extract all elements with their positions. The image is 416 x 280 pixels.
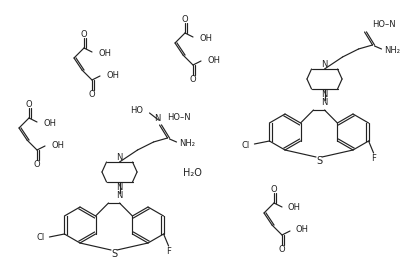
Text: N: N (321, 90, 328, 99)
Text: HO–N: HO–N (372, 20, 396, 29)
Text: N: N (154, 113, 161, 123)
Text: O: O (182, 15, 188, 24)
Text: Cl: Cl (241, 141, 250, 150)
Text: Cl: Cl (36, 234, 45, 242)
Text: HO–N: HO–N (168, 113, 191, 122)
Text: OH: OH (199, 34, 212, 43)
Text: HO: HO (131, 106, 144, 115)
Text: OH: OH (51, 141, 64, 150)
Text: F: F (166, 246, 171, 256)
Text: NH₂: NH₂ (180, 139, 196, 148)
Text: O: O (81, 29, 87, 39)
Text: O: O (34, 160, 40, 169)
Text: S: S (316, 156, 322, 166)
Text: S: S (111, 249, 117, 259)
Text: NH₂: NH₂ (384, 46, 401, 55)
Text: F: F (371, 153, 376, 162)
Text: OH: OH (98, 48, 111, 57)
Text: O: O (271, 185, 277, 193)
Text: OH: OH (43, 118, 56, 127)
Text: OH: OH (296, 225, 309, 235)
Text: N: N (116, 183, 123, 192)
Text: O: O (26, 99, 32, 109)
Text: N: N (116, 190, 123, 200)
Text: O: O (190, 74, 196, 83)
Text: O: O (89, 90, 95, 99)
Text: N: N (321, 97, 328, 106)
Text: OH: OH (207, 55, 220, 64)
Text: N: N (116, 153, 123, 162)
Text: O: O (279, 244, 285, 253)
Text: H₂O: H₂O (183, 168, 201, 178)
Text: OH: OH (106, 71, 119, 80)
Text: N: N (321, 60, 328, 69)
Text: OH: OH (288, 204, 301, 213)
